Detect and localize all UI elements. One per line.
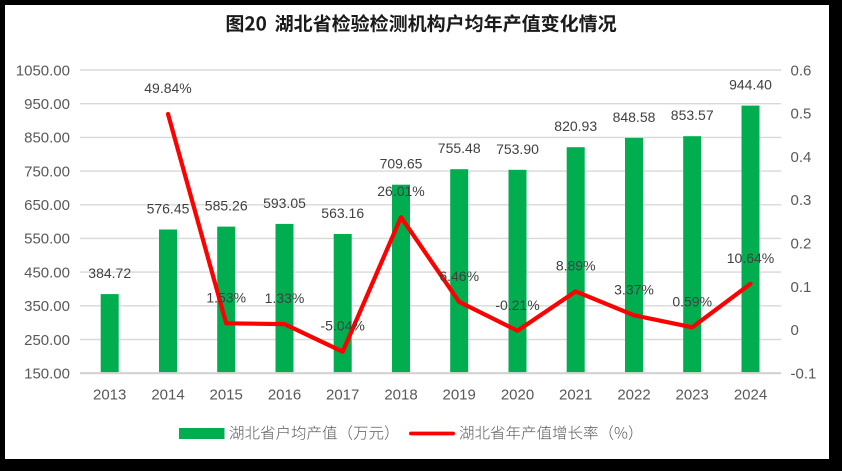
svg-text:-5.04%: -5.04%	[321, 318, 365, 334]
svg-text:0: 0	[791, 322, 799, 339]
svg-text:-0.21%: -0.21%	[495, 297, 539, 313]
svg-text:0.3: 0.3	[791, 192, 812, 209]
svg-text:384.72: 384.72	[88, 265, 131, 281]
svg-text:550.00: 550.00	[24, 231, 70, 248]
svg-text:755.48: 755.48	[438, 140, 481, 156]
svg-text:0.59%: 0.59%	[672, 293, 712, 309]
svg-text:2021: 2021	[559, 386, 592, 403]
svg-text:2018: 2018	[384, 386, 417, 403]
svg-text:1.53%: 1.53%	[206, 289, 246, 305]
svg-text:2022: 2022	[617, 386, 650, 403]
svg-text:709.65: 709.65	[380, 156, 423, 172]
svg-text:2013: 2013	[93, 386, 126, 403]
svg-text:2020: 2020	[501, 386, 534, 403]
svg-text:2015: 2015	[210, 386, 243, 403]
svg-text:848.58: 848.58	[613, 109, 656, 125]
svg-text:1.33%: 1.33%	[265, 290, 305, 306]
svg-text:593.05: 593.05	[263, 195, 306, 211]
svg-text:0.6: 0.6	[791, 62, 812, 79]
svg-text:853.57: 853.57	[671, 107, 714, 123]
svg-text:585.26: 585.26	[205, 198, 248, 214]
svg-text:944.40: 944.40	[729, 77, 772, 93]
svg-text:0.4: 0.4	[791, 149, 812, 166]
svg-text:6.46%: 6.46%	[439, 268, 479, 284]
svg-text:2024: 2024	[734, 386, 767, 403]
svg-text:950.00: 950.00	[24, 96, 70, 113]
svg-text:820.93: 820.93	[554, 118, 597, 134]
svg-text:0.2: 0.2	[791, 236, 812, 253]
svg-text:10.64%: 10.64%	[727, 250, 774, 266]
svg-text:2019: 2019	[443, 386, 476, 403]
svg-text:2016: 2016	[268, 386, 301, 403]
svg-text:8.89%: 8.89%	[556, 257, 596, 273]
svg-text:576.45: 576.45	[147, 201, 190, 217]
svg-text:26.01%: 26.01%	[377, 183, 424, 199]
svg-text:150.00: 150.00	[24, 366, 70, 383]
svg-text:563.16: 563.16	[321, 205, 364, 221]
svg-text:1050.00: 1050.00	[16, 62, 70, 79]
svg-text:0.5: 0.5	[791, 106, 812, 123]
svg-text:0.1: 0.1	[791, 279, 812, 296]
svg-text:-0.1: -0.1	[791, 366, 817, 383]
svg-text:850.00: 850.00	[24, 130, 70, 147]
svg-text:2017: 2017	[326, 386, 359, 403]
svg-text:2023: 2023	[676, 386, 709, 403]
svg-text:49.84%: 49.84%	[144, 80, 191, 96]
svg-text:350.00: 350.00	[24, 298, 70, 315]
svg-text:753.90: 753.90	[496, 141, 539, 157]
svg-text:750.00: 750.00	[24, 163, 70, 180]
svg-text:450.00: 450.00	[24, 264, 70, 281]
svg-text:2014: 2014	[151, 386, 184, 403]
svg-text:650.00: 650.00	[24, 197, 70, 214]
svg-text:250.00: 250.00	[24, 332, 70, 349]
svg-text:3.37%: 3.37%	[614, 281, 654, 297]
